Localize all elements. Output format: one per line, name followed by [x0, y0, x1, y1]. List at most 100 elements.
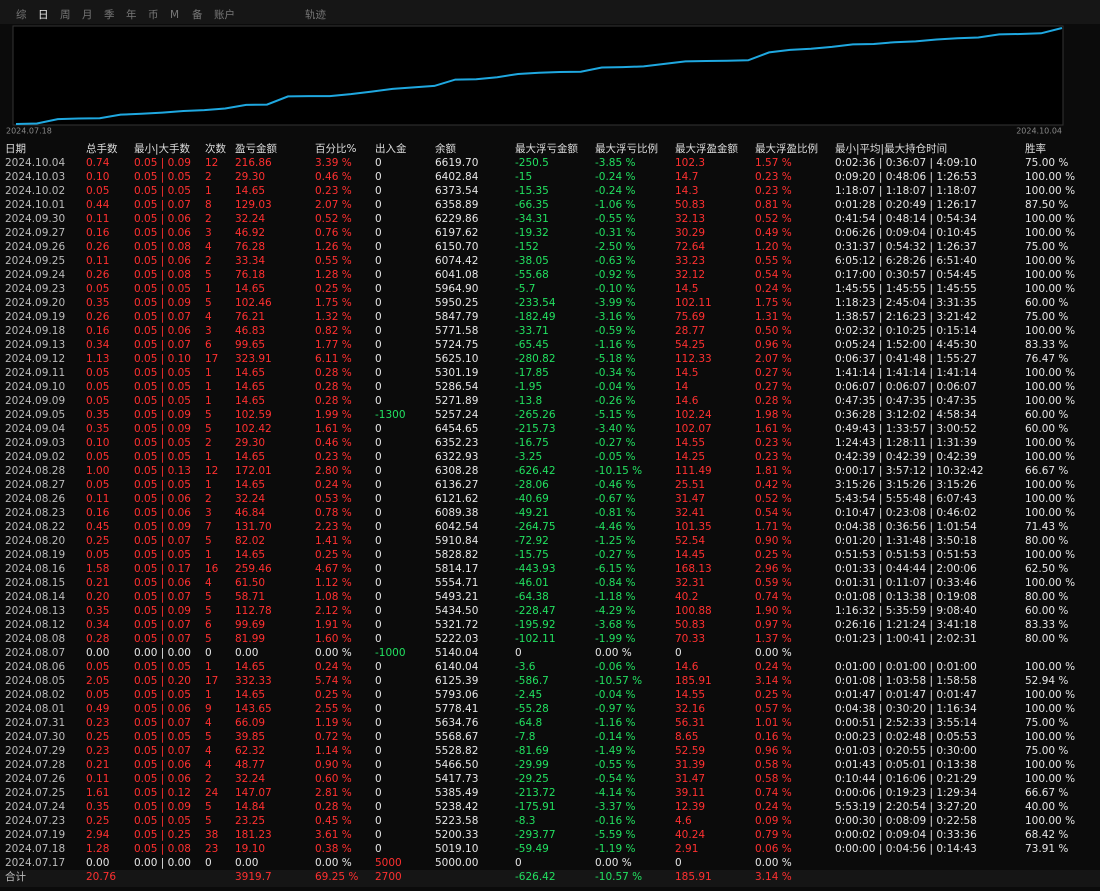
cell: 102.07 [675, 423, 712, 435]
cell: 0 [675, 647, 682, 659]
cell: -0.26 % [595, 395, 636, 407]
cell: 100.00 % [1025, 171, 1075, 183]
cell: 76.28 [235, 241, 265, 253]
cell: -152 [515, 241, 539, 253]
cell: 0.76 % [315, 227, 352, 239]
cell: 0 [375, 283, 382, 295]
cell: 80.00 % [1025, 633, 1068, 645]
cell: 0:51:53 | 0:51:53 | 0:51:53 [835, 549, 977, 561]
track-tab[interactable]: 轨迹 [305, 8, 326, 21]
cell: -81.69 [515, 745, 549, 757]
cell: 6041.08 [435, 269, 478, 281]
cell: -3.40 % [595, 423, 636, 435]
cell: 1:18:07 | 1:18:07 | 1:18:07 [835, 185, 977, 197]
cell: 1:45:55 | 1:45:55 | 1:45:55 [835, 283, 977, 295]
cell: -0.84 % [595, 577, 636, 589]
cell: -59.49 [515, 843, 549, 855]
cell: 0.38 % [315, 843, 352, 855]
cell: 0 [515, 857, 522, 869]
cell: 100.00 % [1025, 451, 1075, 463]
cell: 46.92 [235, 227, 265, 239]
cell: 0.58 % [755, 773, 792, 785]
cell: 5 [205, 731, 212, 743]
cell: 0:01:08 | 0:13:38 | 0:19:08 [835, 591, 977, 603]
cell: 1 [205, 395, 212, 407]
cell: 0.35 [86, 801, 109, 813]
cell: 0:10:44 | 0:16:06 | 0:21:29 [835, 773, 977, 785]
cell: 46.84 [235, 507, 265, 519]
tab[interactable]: 综 [16, 8, 27, 21]
cell: 0.05 | 0.09 [134, 157, 191, 169]
tab[interactable]: 年 [126, 8, 137, 21]
cell: 0 [375, 241, 382, 253]
cell: 76.18 [235, 269, 265, 281]
cell: 0.23 [86, 717, 109, 729]
cell: 0.35 [86, 297, 109, 309]
cell: 14.6 [675, 661, 699, 673]
cell: 75.00 % [1025, 157, 1068, 169]
cell: 147.07 [235, 787, 272, 799]
cell: 2024.07.19 [5, 829, 65, 841]
cell: 2024.08.07 [5, 647, 65, 659]
tab[interactable]: 周 [60, 9, 71, 21]
cell: 1 [205, 451, 212, 463]
cell: 1.61 % [315, 423, 352, 435]
tab[interactable]: 月 [82, 9, 93, 21]
cell: 5724.75 [435, 339, 478, 351]
cell: 3.39 % [315, 157, 352, 169]
cell: 0.05 | 0.05 [134, 283, 191, 295]
cell: 102.59 [235, 409, 272, 421]
cell: 0.05 | 0.07 [134, 745, 191, 757]
cell: -10.57 % [595, 675, 642, 687]
cell: 99.65 [235, 339, 265, 351]
cell: 0.05 | 0.06 [134, 507, 191, 519]
cell: 1.08 % [315, 591, 352, 603]
cell: 0.54 % [755, 507, 792, 519]
cell: 32.12 [675, 269, 705, 281]
cell: -0.54 % [595, 773, 636, 785]
cell: 2.80 % [315, 465, 352, 477]
cell: 99.69 [235, 619, 265, 631]
cell: 14.65 [235, 395, 265, 407]
cell: 40.24 [675, 829, 705, 841]
cell: 0:00:06 | 0:19:23 | 1:29:34 [835, 787, 977, 799]
tab[interactable]: 币 [148, 9, 159, 21]
cell: -626.42 [515, 465, 556, 477]
cell: 2024.09.12 [5, 353, 65, 365]
cell: 25.51 [675, 479, 705, 491]
cell: 100.00 % [1025, 213, 1075, 225]
cell: 0.05 | 0.05 [134, 367, 191, 379]
cell: -1.99 % [595, 633, 636, 645]
cell: 0:05:24 | 1:52:00 | 4:45:30 [835, 339, 977, 351]
tab[interactable]: M [170, 9, 179, 21]
cell: 83.33 % [1025, 339, 1068, 351]
tab[interactable]: 备 [192, 8, 203, 21]
cell: 0 [375, 731, 382, 743]
total-cell: 2700 [375, 871, 402, 883]
cell: 6358.89 [435, 199, 478, 211]
cell: 5 [205, 605, 212, 617]
tab[interactable]: 季 [104, 9, 115, 21]
cell: 0.96 % [755, 339, 792, 351]
cell: 2024.09.30 [5, 213, 65, 225]
cell: -5.7 [515, 283, 536, 295]
column-header: 胜率 [1025, 142, 1046, 155]
cell: 2.07 % [755, 353, 792, 365]
cell: -29.99 [515, 759, 549, 771]
tab[interactable]: 账户 [214, 8, 235, 21]
cell: 0:17:00 | 0:30:57 | 0:54:45 [835, 269, 977, 281]
tab[interactable]: 日 [38, 9, 49, 21]
cell: 87.50 % [1025, 199, 1068, 211]
cell: 0.05 | 0.06 [134, 325, 191, 337]
cell: 0 [375, 395, 382, 407]
cell: 2024.08.20 [5, 535, 65, 547]
cell: 0.05 | 0.07 [134, 619, 191, 631]
cell: 72.64 [675, 241, 705, 253]
cell: 9 [205, 703, 212, 715]
cell: 4.67 % [315, 563, 352, 575]
cell: 38 [205, 829, 218, 841]
cell: 0:49:43 | 1:33:57 | 3:00:52 [835, 423, 977, 435]
cell: 1.60 % [315, 633, 352, 645]
cell: 31.47 [675, 773, 705, 785]
cell: 0:01:43 | 0:05:01 | 0:13:38 [835, 759, 977, 771]
